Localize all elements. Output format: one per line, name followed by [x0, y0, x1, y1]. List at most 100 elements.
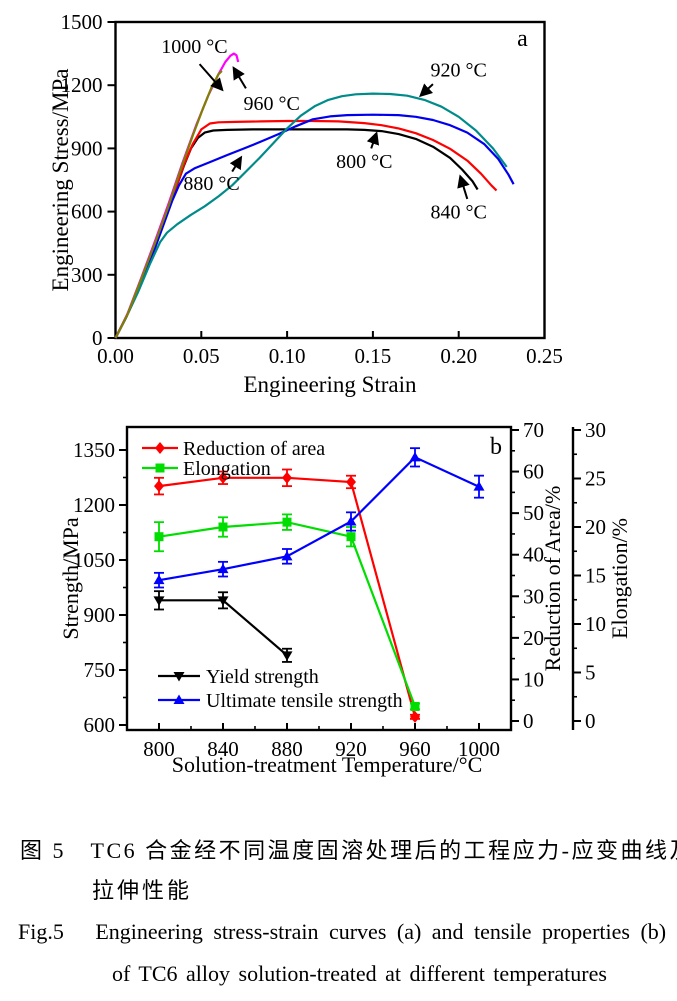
- curve-label: 840 °C: [431, 202, 487, 224]
- x-tick-label: 0.10: [269, 344, 306, 368]
- marker-square: [154, 532, 164, 542]
- marker-square: [282, 517, 292, 527]
- elong-tick-label: 10: [585, 612, 606, 636]
- marker-diamond: [346, 475, 356, 488]
- marker-triangle-up: [173, 694, 185, 704]
- y-tick-label: 600: [71, 200, 103, 224]
- elong-tick-label: 5: [585, 661, 596, 685]
- roa-tick-label: 60: [523, 460, 544, 484]
- left-tick-label: 1200: [73, 493, 115, 517]
- marker-diamond: [218, 471, 228, 484]
- x-tick-label: 840: [207, 737, 239, 761]
- x-tick-label: 960: [399, 737, 431, 761]
- x-tick-label: 0.15: [355, 344, 392, 368]
- marker-triangle-up: [473, 481, 485, 491]
- curve-880C: [114, 113, 515, 339]
- curve-label: 920 °C: [431, 59, 487, 81]
- legend-label: Ultimate tensile strength: [206, 690, 403, 712]
- curve-800C: [114, 128, 479, 339]
- left-tick-label: 1050: [73, 548, 115, 572]
- x-tick-label: 0.05: [183, 344, 220, 368]
- x-tick-label: 920: [335, 737, 367, 761]
- left-tick-label: 900: [84, 603, 116, 627]
- marker-triangle-down: [217, 596, 229, 606]
- annotation-arrow: [229, 155, 243, 173]
- curve-840C: [114, 119, 498, 339]
- x-tick-label: 800: [143, 737, 175, 761]
- elong-tick-label: 15: [585, 564, 606, 588]
- curve-label: 800 °C: [336, 151, 392, 173]
- left-axis-title: Strength/MPa: [58, 517, 83, 639]
- elong-tick-label: 25: [585, 467, 606, 491]
- y-tick-label: 1500: [61, 10, 103, 34]
- caption-en-line2: of TC6 alloy solution-treated at differe…: [112, 961, 607, 986]
- roa-tick-label: 70: [523, 418, 544, 442]
- curve-label: 880 °C: [183, 173, 239, 195]
- legend-label: Yield strength: [206, 666, 319, 688]
- marker-square: [155, 463, 165, 473]
- annotation-arrow: [419, 83, 434, 98]
- marker-triangle-up: [345, 516, 357, 526]
- elong-tick-label: 0: [585, 709, 596, 733]
- x-tick-label: 1000: [458, 737, 500, 761]
- stress-strain-chart: 0.00 0.05 0.10 0.15 0.20 0.25 0 300 600 900 1200 15…: [48, 10, 563, 397]
- roa-tick-label: 30: [523, 584, 544, 608]
- roa-tick-label: 50: [523, 501, 544, 525]
- x-axis-title: Solution-treatment Temperature/°C: [172, 752, 483, 777]
- roa-tick-label: 40: [523, 543, 544, 567]
- y-tick-label: 1200: [61, 73, 103, 97]
- legend-label: Reduction of area: [183, 438, 325, 460]
- left-tick-label: 1350: [73, 438, 115, 462]
- elong-tick-label: 30: [585, 418, 606, 442]
- caption-zh-line1: 图 5 TC6 合金经不同温度固溶处理后的工程应力-应变曲线及: [20, 838, 677, 863]
- curve-label: 1000 °C: [161, 36, 227, 58]
- marker-triangle-up: [153, 574, 165, 585]
- series-line-triangle-up: [158, 455, 480, 582]
- legend-label: Elongation: [183, 458, 271, 480]
- marker-diamond: [410, 710, 420, 723]
- annotation-arrow: [198, 63, 224, 92]
- curve-label: 960 °C: [243, 93, 299, 115]
- marker-square: [410, 701, 420, 711]
- y-tick-label: 900: [71, 136, 103, 160]
- x-axis-title: Engineering Strain: [243, 372, 417, 397]
- marker-diamond: [154, 480, 164, 493]
- x-tick-label: 0.20: [440, 344, 477, 368]
- marker-triangle-up: [409, 451, 421, 462]
- marker-square: [346, 532, 356, 542]
- marker-diamond: [155, 442, 165, 454]
- y-tick-label: 0: [92, 326, 103, 350]
- marker-triangle-down: [281, 651, 293, 661]
- caption-zh-line2: 拉伸性能: [92, 878, 193, 903]
- y-axis-title: Engineering Stress/MPa: [48, 69, 73, 292]
- annotation-arrow: [366, 131, 380, 149]
- annotation-arrow: [457, 174, 470, 200]
- left-tick-label: 600: [84, 713, 116, 737]
- marker-diamond: [282, 471, 292, 484]
- roa-tick-label: 10: [523, 667, 544, 691]
- plot-frame: [114, 20, 546, 340]
- elongation-axis-title: Elongation/%: [607, 518, 632, 639]
- caption-en-line1: Fig.5 Engineering stress-strain curves (…: [18, 919, 667, 944]
- panel-label-a: a: [517, 26, 528, 52]
- roa-tick-label: 0: [523, 709, 534, 733]
- left-tick-label: 750: [84, 658, 116, 682]
- marker-square: [218, 522, 228, 532]
- elong-tick-label: 20: [585, 515, 606, 539]
- marker-triangle-down: [173, 672, 185, 682]
- marker-triangle-up: [217, 563, 229, 574]
- marker-triangle-up: [281, 550, 293, 561]
- x-tick-label: 0.25: [526, 344, 563, 368]
- panel-label-b: b: [490, 434, 502, 460]
- y-tick-label: 300: [71, 263, 103, 287]
- roa-axis-title: Reduction of Area/%: [540, 486, 565, 672]
- x-tick-label: 0.00: [97, 344, 134, 368]
- annotation-arrow: [232, 66, 247, 89]
- roa-tick-label: 20: [523, 626, 544, 650]
- figure-captions: 图 5 TC6 合金经不同温度固溶处理后的工程应力-应变曲线及 拉伸性能 Fig…: [0, 802, 677, 1001]
- marker-triangle-down: [153, 596, 165, 606]
- x-tick-label: 880: [271, 737, 303, 761]
- curve-920C: [114, 92, 508, 339]
